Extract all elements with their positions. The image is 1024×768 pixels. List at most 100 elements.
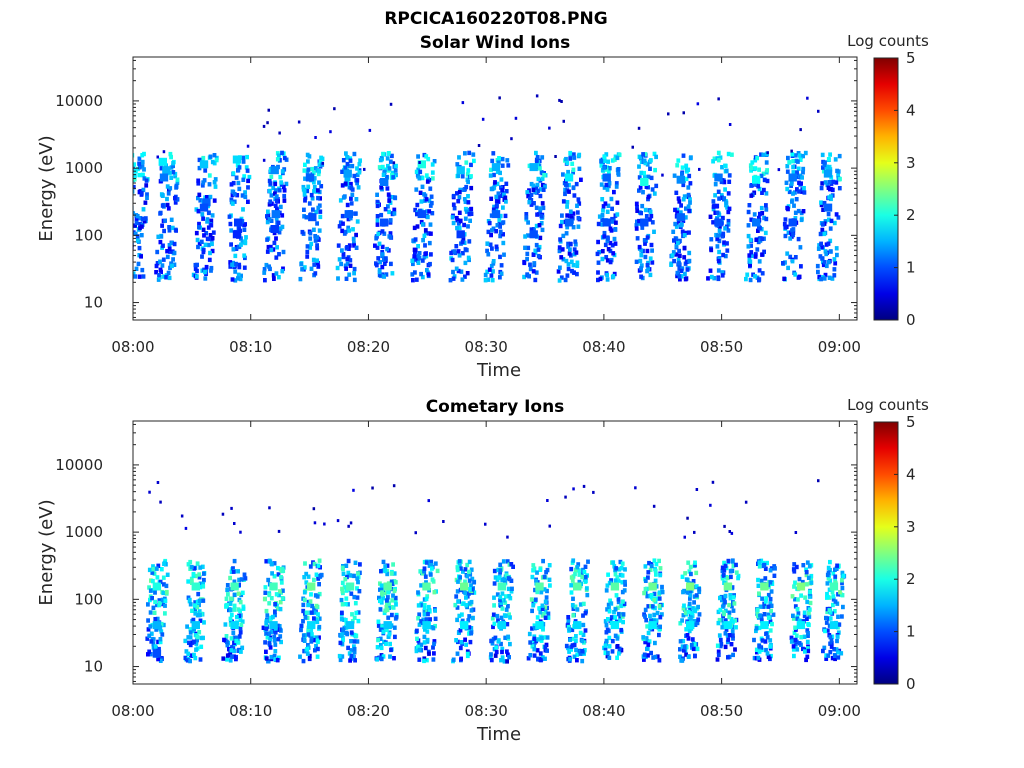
heatmap-cell [267, 264, 271, 269]
data-cell [152, 649, 162, 658]
heatmap-cell [806, 633, 810, 638]
heatmap-cell [273, 612, 277, 618]
heatmap-cell [564, 258, 569, 264]
heatmap-cell [140, 159, 145, 165]
heatmap-cell [783, 217, 788, 222]
x-tick-label: 08:10 [229, 338, 272, 356]
heatmap-cell [306, 643, 310, 648]
heatmap-cell [466, 224, 470, 229]
heatmap-cell [620, 580, 625, 585]
heatmap-cell [423, 193, 428, 198]
heatmap-cell [503, 635, 508, 640]
heatmap-cell [356, 571, 360, 576]
heatmap-cell [535, 182, 540, 188]
data-cell [460, 582, 469, 591]
heatmap-cell [456, 249, 461, 254]
heatmap-cell [832, 220, 837, 226]
heatmap-cell [197, 192, 202, 197]
heatmap-cell [309, 592, 313, 597]
heatmap-cell [356, 185, 361, 190]
scatter-cell [180, 514, 184, 518]
heatmap-cell [133, 184, 136, 190]
heatmap-cell [214, 157, 219, 163]
heatmap-cell [793, 637, 798, 643]
heatmap-cell [560, 213, 564, 218]
data-cell [788, 218, 797, 227]
heatmap-cell [457, 210, 462, 215]
heatmap-cell [424, 617, 429, 622]
heatmap-cell [711, 220, 715, 225]
heatmap-cell [759, 152, 763, 157]
heatmap-cell [526, 245, 531, 251]
heatmap-cell [166, 206, 171, 211]
heatmap-cell [231, 171, 236, 176]
heatmap-cell [612, 610, 616, 615]
heatmap-cell [277, 153, 281, 158]
heatmap-cell [798, 157, 803, 162]
heatmap-cell [499, 185, 503, 190]
heatmap-cell [393, 168, 398, 173]
heatmap-cell [306, 602, 310, 608]
heatmap-cell [428, 572, 433, 577]
heatmap-cell [352, 573, 356, 579]
heatmap-cell [762, 187, 766, 193]
heatmap-cell [691, 646, 696, 652]
heatmap-cell [452, 249, 457, 254]
heatmap-cell [716, 233, 720, 238]
heatmap-cell [340, 632, 344, 637]
x-axis-label: Time [476, 724, 521, 745]
colorbar-tick-label: 1 [906, 623, 916, 641]
data-cell [535, 621, 544, 630]
heatmap-cell [804, 582, 809, 587]
colorbar-tick-label: 4 [906, 465, 916, 483]
heatmap-cell [483, 272, 488, 278]
heatmap-cell [616, 611, 621, 617]
heatmap-cell [586, 559, 590, 564]
heatmap-cell [769, 589, 774, 594]
heatmap-cell [645, 162, 650, 167]
heatmap-cell [679, 203, 683, 208]
heatmap-cell [506, 163, 511, 168]
heatmap-cell [145, 192, 149, 197]
heatmap-cell [795, 170, 799, 175]
data-cell [796, 621, 806, 630]
heatmap-cell [354, 610, 359, 616]
heatmap-cell [800, 189, 804, 194]
heatmap-cell [694, 584, 699, 589]
heatmap-cell [716, 189, 721, 194]
heatmap-cell [676, 240, 680, 246]
heatmap-cell [795, 607, 800, 612]
heatmap-cell [498, 594, 503, 600]
heatmap-cell [823, 219, 828, 224]
heatmap-cell [464, 642, 468, 647]
heatmap-cell [380, 252, 385, 257]
heatmap-cell [806, 621, 810, 627]
heatmap-cell [726, 655, 730, 660]
heatmap-cell [534, 270, 539, 275]
heatmap-cell [236, 640, 241, 645]
heatmap-cell [303, 198, 307, 203]
heatmap-cell [356, 610, 361, 615]
heatmap-cell [576, 215, 581, 221]
heatmap-cell [238, 276, 243, 282]
heatmap-cell [503, 600, 508, 605]
heatmap-cell [426, 231, 431, 236]
heatmap-cell [684, 577, 689, 582]
heatmap-cell [171, 170, 176, 175]
heatmap-cell [723, 644, 728, 650]
heatmap-cell [310, 196, 315, 201]
heatmap-cell [390, 195, 395, 200]
heatmap-cell [501, 598, 506, 603]
heatmap-cell [716, 259, 721, 264]
heatmap-cell [566, 241, 570, 247]
heatmap-cell [448, 278, 453, 283]
heatmap-cell [357, 170, 362, 175]
heatmap-cell [602, 158, 607, 163]
heatmap-cell [430, 170, 435, 175]
heatmap-cell [341, 571, 346, 577]
heatmap-cell [197, 157, 202, 163]
heatmap-cell [241, 606, 246, 611]
heatmap-cell [617, 152, 622, 158]
heatmap-cell [820, 181, 825, 186]
heatmap-cell [581, 613, 585, 618]
